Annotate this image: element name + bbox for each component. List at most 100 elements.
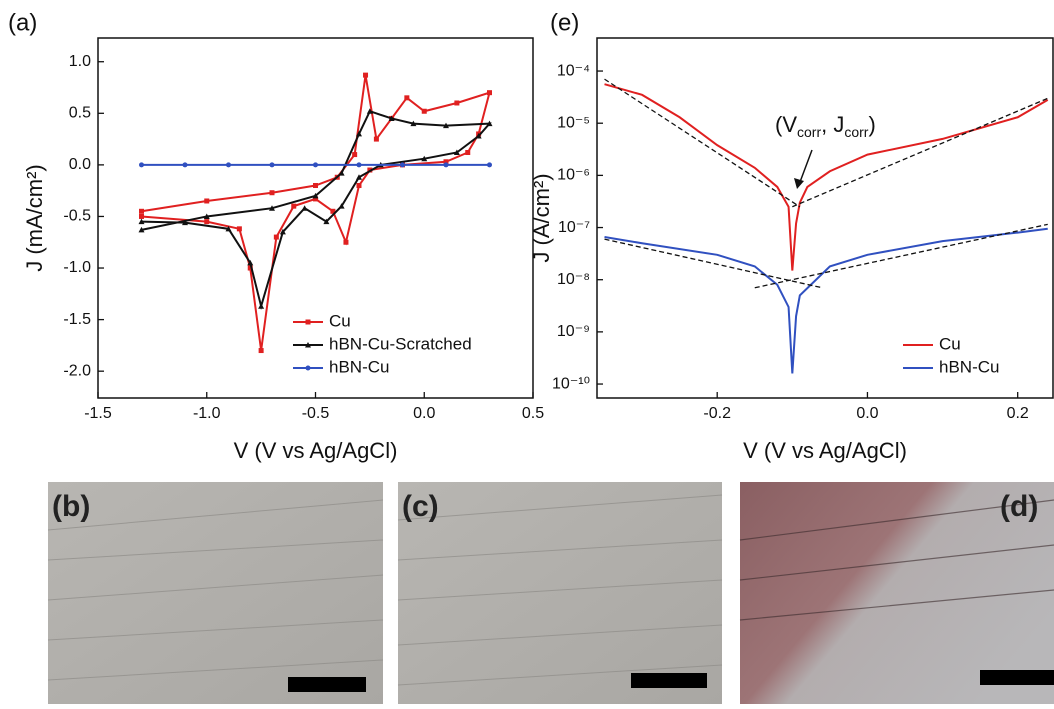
y-tick-label: -1.5	[63, 311, 91, 328]
legend-marker	[305, 365, 311, 371]
annotation-part: , J	[821, 112, 844, 137]
data-line	[604, 83, 1049, 271]
annotation-part: )	[868, 112, 875, 137]
marker	[475, 132, 482, 139]
x-tick-label: 0.0	[856, 405, 878, 422]
marker	[465, 149, 471, 155]
marker	[138, 226, 145, 233]
texture	[739, 499, 1054, 621]
marker	[338, 203, 345, 209]
x-tick-label: 0.0	[413, 405, 435, 422]
fit-line	[792, 97, 1048, 208]
annotation-arrow	[799, 149, 813, 183]
marker	[366, 108, 373, 114]
marker	[312, 192, 319, 199]
y-tick-label: 10⁻⁸	[557, 271, 590, 288]
y-axis-label: J (A/cm²)	[529, 173, 554, 262]
y-tick-label: -2.0	[63, 362, 91, 379]
marker	[138, 218, 145, 225]
data-line	[604, 227, 1048, 374]
marker	[258, 303, 265, 309]
x-tick-label: -0.2	[703, 405, 731, 422]
marker	[182, 219, 188, 226]
marker	[269, 162, 275, 168]
fit-line	[604, 78, 801, 208]
marker	[404, 95, 410, 101]
image	[398, 482, 722, 704]
marker	[291, 203, 297, 209]
marker	[421, 155, 428, 162]
marker	[139, 162, 144, 168]
marker	[269, 190, 275, 196]
marker	[400, 162, 405, 168]
y-tick-label: -0.5	[63, 208, 91, 225]
scale-bar	[288, 677, 366, 692]
fit-line	[604, 238, 823, 289]
legend-label: hBN-Cu	[939, 357, 999, 376]
y-tick-label: 0.0	[69, 156, 91, 173]
y-tick-label: 10⁻⁹	[557, 323, 590, 340]
marker	[487, 90, 492, 96]
marker	[139, 208, 144, 214]
x-tick-label: -1.5	[84, 405, 112, 422]
image-label: (c)	[402, 490, 439, 523]
annotation-part: (V	[775, 112, 797, 137]
marker	[204, 198, 210, 204]
marker	[330, 208, 336, 214]
marker	[356, 162, 362, 168]
marker	[443, 122, 449, 129]
legend-label: Cu	[329, 311, 351, 330]
data-line	[141, 110, 492, 311]
legend-label: hBN-Cu	[329, 357, 389, 376]
marker	[443, 162, 449, 168]
x-tick-label: -0.5	[302, 405, 330, 422]
marker	[182, 162, 188, 168]
y-tick-label: -1.0	[63, 259, 91, 276]
marker	[273, 234, 279, 240]
chart: (a) -1.5 -1.0 -0.5 0.0 0.5 1.0 0.5 0.0 -0.5 -1.0 -1…	[8, 9, 544, 462]
marker	[139, 213, 144, 219]
image-label: (b)	[52, 490, 90, 523]
legend-marker	[305, 342, 311, 348]
marker	[356, 174, 362, 180]
marker	[226, 162, 231, 168]
marker	[421, 108, 427, 114]
micrograph-d	[739, 482, 1054, 704]
marker	[443, 159, 449, 165]
marker	[258, 348, 264, 354]
y-tick-label: 10⁻⁵	[557, 114, 590, 131]
marker	[301, 205, 308, 211]
annotation-part: corr	[844, 124, 868, 140]
annotation-arrowhead	[794, 178, 804, 189]
marker	[486, 120, 493, 127]
chart: (e) -0.2 0.0 0.2 10⁻¹⁰ 10⁻⁹ 10⁻⁸ 10⁻⁷ 10⁻⁶ 10⁻⁵ 10…	[529, 9, 1054, 463]
marker	[373, 136, 379, 142]
marker	[363, 72, 369, 78]
y-tick-label: 10⁻¹⁰	[552, 375, 590, 392]
x-tick-label: -1.0	[193, 405, 221, 422]
marker	[236, 226, 242, 232]
scale-bar	[631, 673, 707, 688]
y-tick-label: 10⁻⁷	[558, 219, 590, 236]
micrograph-b	[47, 482, 384, 704]
marker	[203, 213, 210, 219]
marker	[388, 115, 395, 121]
y-tick-label: 10⁻⁶	[557, 167, 590, 184]
legend-label: Cu	[939, 334, 961, 353]
marker	[225, 225, 232, 232]
marker	[343, 239, 349, 245]
texture	[397, 494, 723, 686]
marker	[453, 149, 460, 155]
x-tick-label: 0.5	[522, 405, 544, 422]
image	[48, 482, 383, 704]
marker	[352, 152, 358, 158]
marker	[313, 196, 318, 202]
marker	[338, 170, 345, 176]
marker	[204, 219, 210, 225]
x-axis-label: V (V vs Ag/AgCl)	[743, 438, 907, 463]
scale-bar	[980, 670, 1054, 685]
plot-frame	[596, 37, 1054, 399]
marker	[269, 205, 275, 211]
x-tick-label: 0.2	[1007, 405, 1029, 422]
marker	[487, 162, 492, 168]
